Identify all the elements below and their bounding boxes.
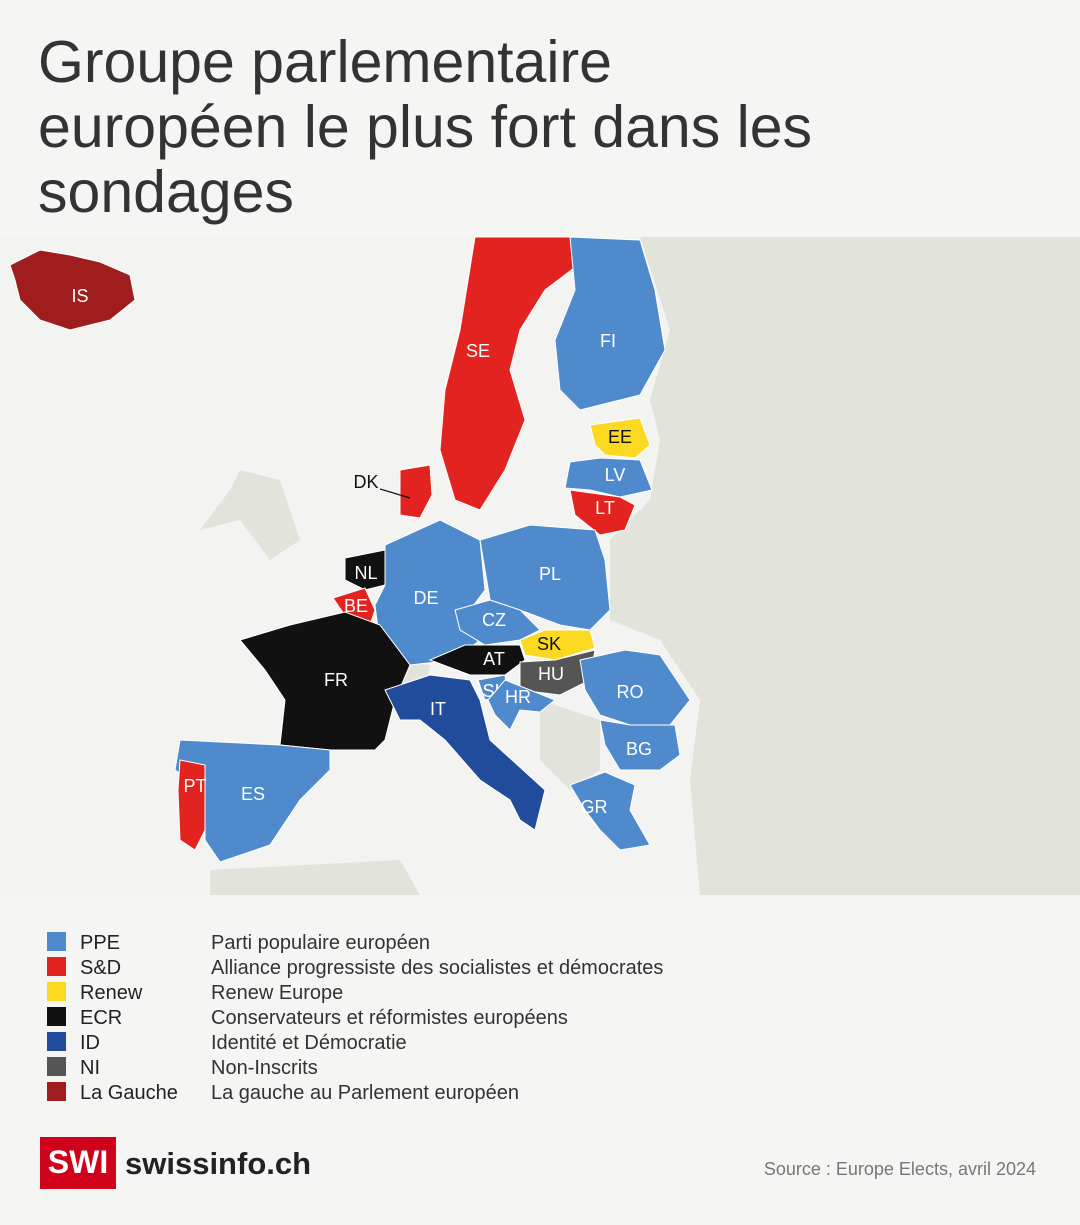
legend-code: ECR: [80, 1007, 122, 1029]
legend-code: PPE: [80, 932, 120, 954]
country: [599, 719, 681, 771]
country-label: PT: [183, 776, 206, 796]
country: [439, 236, 579, 511]
country-label: NL: [354, 563, 377, 583]
legend-label: Conservateurs et réformistes européens: [211, 1007, 568, 1029]
legend-swatch: [47, 1032, 66, 1051]
country-label: DK: [353, 472, 378, 492]
legend-label: Renew Europe: [211, 982, 343, 1004]
country: [519, 629, 596, 661]
legend-swatch: [47, 1082, 66, 1101]
country: [428, 644, 526, 676]
country-label: IT: [430, 699, 446, 719]
country: [9, 249, 136, 331]
country-label: PL: [539, 564, 561, 584]
legend-label: Non-Inscrits: [211, 1057, 318, 1079]
country-label: FI: [600, 331, 616, 351]
legend-label: Alliance progressiste des socialistes et…: [211, 957, 663, 979]
country-label: SK: [537, 634, 561, 654]
country-label: BE: [344, 596, 368, 616]
country-label: IS: [71, 286, 88, 306]
country-label: LV: [605, 465, 626, 485]
country-label: AT: [483, 649, 505, 669]
legend-code: S&D: [80, 957, 121, 979]
country-label: FR: [324, 670, 348, 690]
land: [610, 237, 1080, 895]
source: Source : Europe Elects, avril 2024: [764, 1159, 1036, 1179]
logo-box: [40, 1137, 116, 1189]
country-label: HR: [505, 687, 531, 707]
legend-label: Identité et Démocratie: [211, 1032, 407, 1054]
country: [384, 674, 546, 831]
country-label: DE: [413, 588, 438, 608]
title-line: Groupe parlementaire: [38, 29, 612, 95]
country: [344, 549, 386, 591]
country-label: CZ: [482, 610, 506, 630]
country-label: BG: [626, 739, 652, 759]
country-label: ES: [241, 784, 265, 804]
country-label: RO: [617, 682, 644, 702]
legend-code: Renew: [80, 982, 143, 1004]
legend-swatch: [47, 1007, 66, 1026]
legend-swatch: [47, 957, 66, 976]
country-label: LT: [595, 498, 615, 518]
country: [177, 759, 206, 851]
land: [540, 700, 600, 790]
country: [564, 457, 653, 498]
title-line: européen le plus fort dans les: [38, 94, 813, 160]
country-label: GR: [581, 797, 608, 817]
logo-name: swissinfo.ch: [125, 1146, 311, 1181]
country: [239, 611, 411, 751]
country: [569, 771, 651, 851]
leader-line: [379, 488, 411, 499]
legend-code: La Gauche: [80, 1082, 178, 1104]
country: [569, 489, 636, 536]
legend-swatch: [47, 932, 66, 951]
country: [399, 464, 433, 519]
legend-code: NI: [80, 1057, 100, 1079]
country: [487, 679, 556, 731]
legend-swatch: [47, 982, 66, 1001]
legend-label: La gauche au Parlement européen: [211, 1082, 519, 1104]
logo-mark: SWI: [48, 1144, 108, 1180]
legend-swatch: [47, 1057, 66, 1076]
title-line: sondages: [38, 159, 294, 225]
country-label: SE: [466, 341, 490, 361]
land: [210, 860, 420, 895]
country-label: EE: [608, 427, 632, 447]
country: [589, 417, 651, 459]
land: [200, 470, 300, 560]
country: [554, 236, 666, 411]
country: [454, 599, 541, 646]
legend-code: ID: [80, 1032, 100, 1054]
country-label: HU: [538, 664, 564, 684]
legend-label: Parti populaire européen: [211, 932, 430, 954]
title: Groupe parlementaire européen le plus fo…: [38, 30, 812, 225]
